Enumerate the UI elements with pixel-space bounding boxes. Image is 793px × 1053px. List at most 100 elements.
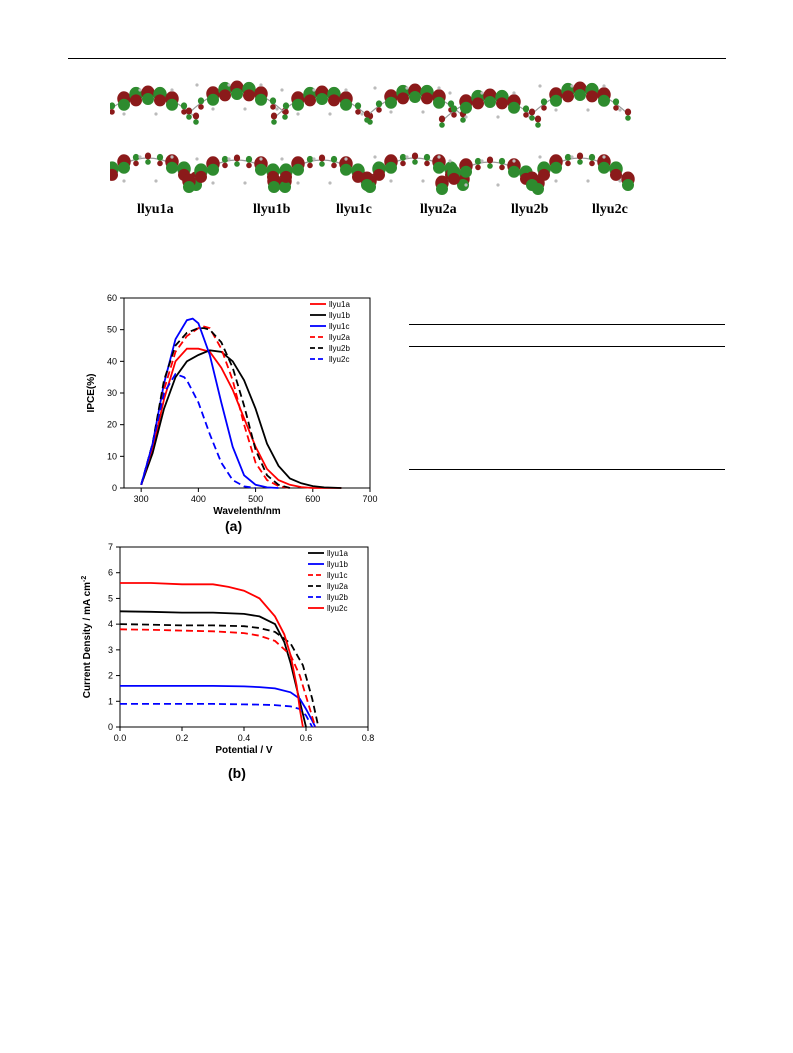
- orbital-lobe: [197, 97, 205, 105]
- atom-dot: [618, 108, 622, 112]
- atom-dot: [602, 155, 606, 159]
- atom-dot: [480, 91, 484, 95]
- orbital-lobe: [307, 162, 313, 169]
- orbital-lobe: [475, 164, 481, 171]
- legend-label: llyu2a: [329, 333, 350, 342]
- molecule-label-llyu2b: llyu2b: [511, 202, 549, 217]
- orbital-lobe: [243, 89, 255, 102]
- series-line-llyu2a: [140, 325, 291, 489]
- orbital-lobe: [156, 153, 164, 161]
- legend-label: llyu2a: [327, 582, 348, 591]
- atom-dot: [227, 157, 231, 161]
- orbital-lobe: [328, 94, 340, 107]
- orbital-lobe: [355, 109, 361, 115]
- atom-dot: [296, 112, 300, 116]
- atom-dot: [480, 159, 484, 163]
- orbital-lobe: [576, 152, 584, 160]
- ipce-chart: 300 400 500 600 700 0 10 20 30 40 50 60 Wavelenth/nm…: [86, 293, 378, 516]
- molecule-label-llyu2a: llyu2a: [420, 202, 457, 217]
- atom-dot: [259, 83, 263, 87]
- orbital-lobe: [564, 153, 572, 161]
- orbital-lobe: [397, 92, 409, 105]
- orbital-lobe: [421, 92, 433, 105]
- atom-dot: [344, 88, 348, 92]
- orbital-lobe: [610, 168, 622, 181]
- orbital-lobe: [534, 115, 542, 123]
- atom-dot: [464, 115, 468, 119]
- orbital-lobe: [550, 94, 562, 107]
- orbital-lobe: [375, 100, 383, 108]
- atom-dot: [243, 107, 247, 111]
- y-tick-label: 6: [108, 568, 113, 578]
- orbital-lobe: [526, 179, 538, 191]
- orbital-lobe-group: [110, 85, 200, 125]
- orbital-lobe: [195, 170, 207, 183]
- orbital-lobe: [282, 102, 290, 110]
- orbital-lobe: [586, 90, 598, 103]
- molecule-label-llyu1b: llyu1b: [253, 202, 291, 217]
- atom-dot: [138, 155, 142, 159]
- y-tick-label: 2: [108, 671, 113, 681]
- orbital-lobe: [487, 163, 493, 169]
- orbital-lobe: [496, 97, 508, 110]
- atom-dot: [448, 159, 452, 163]
- orbital-lobe: [529, 115, 535, 121]
- jv-chart: 0.0 0.2 0.4 0.6 0.8 0 1 2 3 4 5 6 7 Potential / V Curr…: [81, 542, 374, 756]
- orbital-lobe: [330, 155, 338, 163]
- orbital-lobe: [538, 168, 550, 181]
- orbital-lobe: [222, 162, 228, 169]
- orbital-lobe: [304, 94, 316, 107]
- x-tick-label: 500: [248, 494, 263, 504]
- orbital-lobe: [185, 107, 193, 115]
- orbital-lobe: [166, 161, 178, 174]
- table-header-rule: [409, 346, 725, 347]
- y-tick-label: 10: [107, 451, 117, 461]
- orbital-lobe: [270, 112, 278, 120]
- atom-dot: [421, 110, 425, 114]
- atom-dot: [170, 88, 174, 92]
- orbital-lobe: [438, 115, 446, 123]
- orbital-lobe-group: [185, 80, 289, 120]
- orbital-lobe: [130, 94, 142, 107]
- orbital-lobe: [157, 160, 163, 167]
- orbital-lobe: [472, 97, 484, 110]
- orbital-lobe: [207, 93, 219, 106]
- atom-dot: [538, 155, 542, 159]
- page-header-rule: [68, 58, 726, 59]
- atom-dot: [496, 183, 500, 187]
- orbital-lobe: [154, 94, 166, 107]
- orbital-lobe: [574, 89, 586, 101]
- orbital-lobe: [364, 117, 370, 123]
- figure-caption-a: (a): [225, 518, 243, 534]
- orbital-lobe: [221, 155, 229, 163]
- orbital-lobe: [612, 98, 620, 106]
- atom-dot: [122, 179, 126, 183]
- orbital-lobe: [436, 183, 448, 195]
- atom-dot: [227, 83, 231, 87]
- orbital-lobe: [198, 104, 204, 110]
- x-tick-label: 600: [305, 494, 320, 504]
- molecule-label-llyu1c: llyu1c: [336, 202, 372, 217]
- legend-label: llyu2c: [329, 355, 349, 364]
- series-line-llyu1b: [120, 685, 317, 728]
- legend-label: llyu1b: [329, 311, 350, 320]
- orbital-lobe: [192, 112, 200, 120]
- orbital-lobe: [588, 153, 596, 161]
- y-tick-label: 40: [107, 356, 117, 366]
- atom-dot: [421, 179, 425, 183]
- atom-dot: [312, 157, 316, 161]
- x-tick-label: 0.4: [238, 733, 251, 743]
- orbital-lobe: [460, 101, 472, 114]
- x-tick-label: 0.0: [114, 733, 127, 743]
- orbital-lobe: [219, 89, 231, 102]
- legend-label: llyu2c: [327, 604, 347, 613]
- y-tick-label: 60: [107, 293, 117, 303]
- orbital-lobe: [271, 119, 277, 125]
- x-axis-label: Wavelenth/nm: [213, 506, 281, 516]
- orbital-lobe: [541, 105, 547, 111]
- orbital-lobe: [499, 164, 505, 171]
- orbital-lobe: [180, 102, 188, 110]
- orbital-lobe: [457, 179, 469, 191]
- orbital-lobe: [589, 160, 595, 167]
- orbital-lobe: [412, 159, 418, 165]
